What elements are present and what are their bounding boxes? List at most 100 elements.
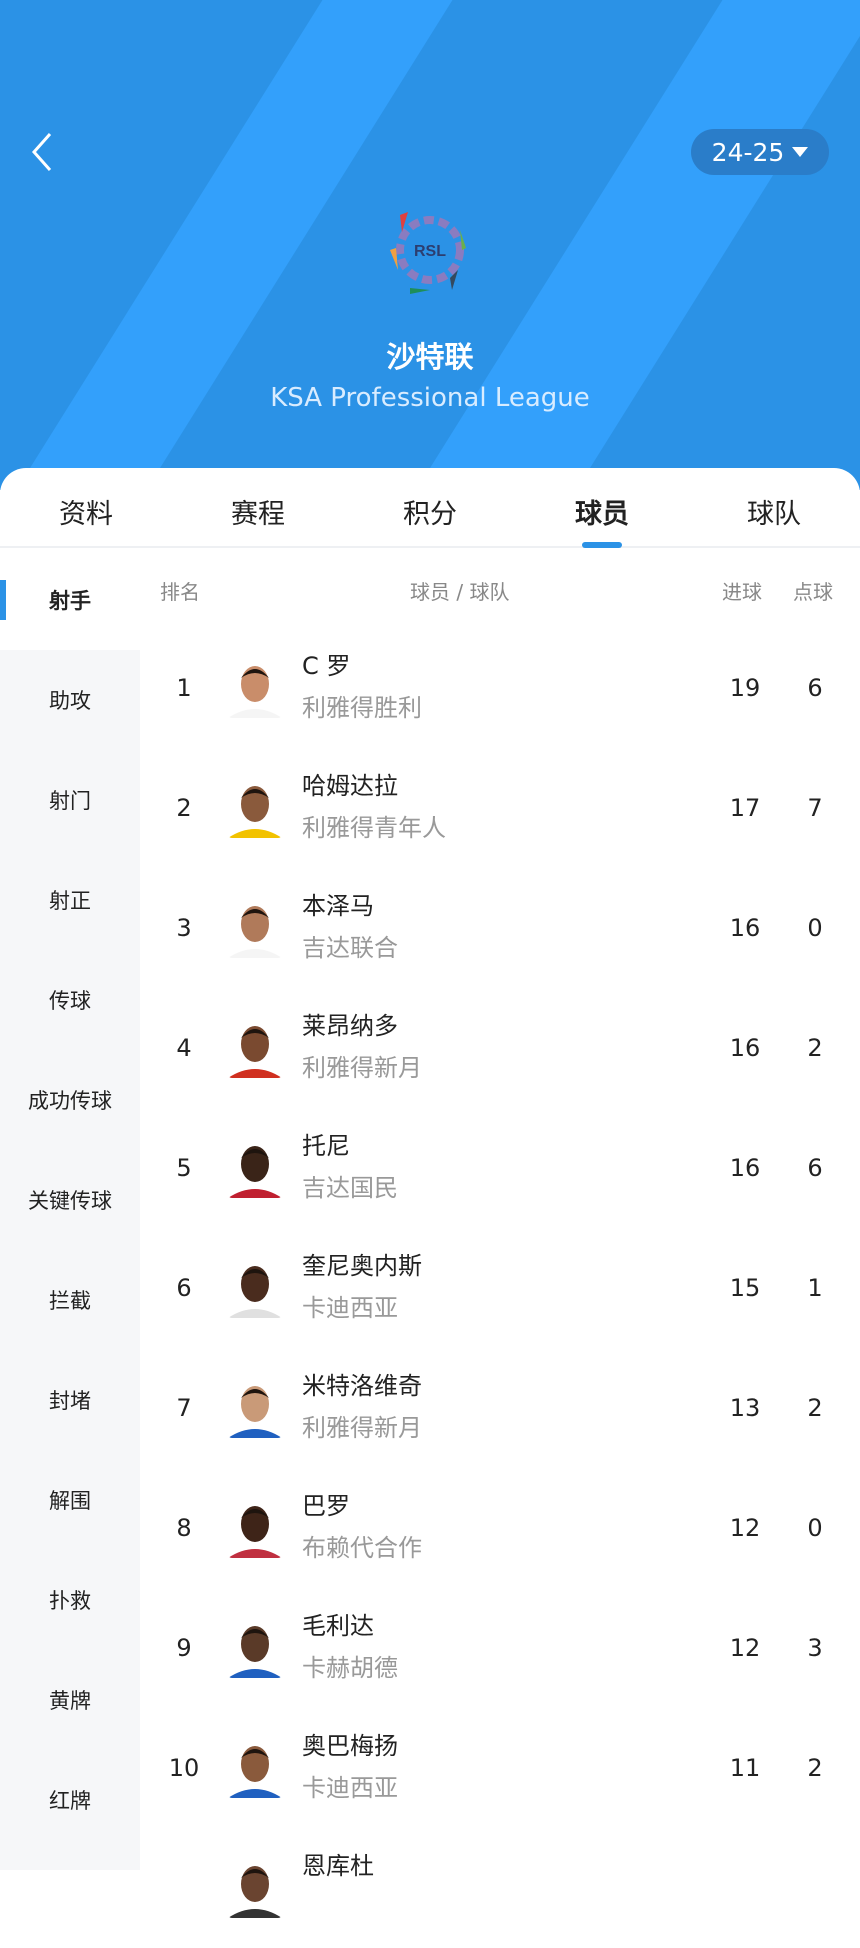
player-name[interactable]: 奥巴梅扬 — [302, 1732, 398, 1760]
table-row[interactable]: 7 米特洛维奇 利雅得新月 13 2 — [140, 1348, 860, 1468]
season-label: 24-25 — [711, 137, 785, 167]
player-avatar — [228, 1856, 282, 1918]
sidebar-item[interactable]: 黄牌 — [49, 1689, 91, 1713]
goals: 16 — [729, 914, 761, 942]
active-tab-indicator — [582, 542, 622, 548]
season-selector[interactable]: 24-25 — [691, 129, 829, 175]
player-avatar — [228, 1016, 282, 1078]
rank: 5 — [176, 1154, 192, 1182]
team-name[interactable]: 布赖代合作 — [302, 1534, 422, 1562]
goals: 16 — [729, 1154, 761, 1182]
penalties: 6 — [807, 674, 823, 702]
player-avatar — [228, 1376, 282, 1438]
league-logo: RSL — [390, 212, 466, 294]
table-row[interactable]: 恩库杜 — [140, 1828, 860, 1948]
tab-bar: 资料 赛程 积分 球员 球队 — [0, 468, 860, 548]
tab-teams[interactable]: 球队 — [688, 468, 860, 546]
tab-label: 积分 — [403, 499, 457, 530]
sidebar-item[interactable]: 拦截 — [49, 1289, 91, 1313]
penalties: 7 — [807, 794, 823, 822]
column-player-team: 球员 / 球队 — [410, 580, 510, 604]
sidebar-item[interactable]: 射手 — [0, 550, 140, 650]
player-name[interactable]: C 罗 — [302, 652, 351, 680]
table-row[interactable]: 1 C 罗 利雅得胜利 19 6 — [140, 628, 860, 748]
rank: 9 — [176, 1634, 192, 1662]
team-name[interactable]: 利雅得新月 — [302, 1414, 422, 1442]
player-avatar — [228, 1496, 282, 1558]
team-name[interactable]: 利雅得胜利 — [302, 694, 422, 722]
sidebar-item[interactable]: 射门 — [49, 789, 91, 813]
goals: 19 — [729, 674, 761, 702]
content-panel: 资料 赛程 积分 球员 球队 射手助攻射门射正传球成功传球关键传球拦截封堵解围扑… — [0, 468, 860, 1918]
rank: 8 — [176, 1514, 192, 1542]
table-row[interactable]: 3 本泽马 吉达联合 16 0 — [140, 868, 860, 988]
team-name[interactable]: 卡迪西亚 — [302, 1294, 398, 1322]
sidebar-item[interactable]: 传球 — [49, 989, 91, 1013]
sidebar-item[interactable]: 解围 — [49, 1489, 91, 1513]
sidebar-item[interactable]: 射正 — [49, 889, 91, 913]
penalties: 2 — [807, 1034, 823, 1062]
league-header: 24-25 RSL 沙特联 KSA Professional League — [0, 0, 860, 490]
player-avatar — [228, 896, 282, 958]
tab-label: 资料 — [59, 499, 113, 530]
rank: 2 — [176, 794, 192, 822]
table-row[interactable]: 5 托尼 吉达国民 16 6 — [140, 1108, 860, 1228]
tab-info[interactable]: 资料 — [0, 468, 172, 546]
rank: 10 — [168, 1754, 200, 1782]
tab-players[interactable]: 球员 — [516, 468, 688, 548]
tab-label: 赛程 — [231, 499, 285, 530]
back-icon[interactable] — [30, 132, 54, 172]
rank: 4 — [176, 1034, 192, 1062]
team-name[interactable]: 利雅得青年人 — [302, 814, 446, 842]
player-name[interactable]: 毛利达 — [302, 1612, 374, 1640]
team-name[interactable]: 吉达联合 — [302, 934, 398, 962]
team-name[interactable]: 卡赫胡德 — [302, 1654, 398, 1682]
sidebar-item[interactable]: 红牌 — [49, 1789, 91, 1813]
tab-standings[interactable]: 积分 — [344, 468, 516, 546]
penalties: 0 — [807, 1514, 823, 1542]
league-english-name: KSA Professional League — [270, 383, 590, 413]
team-name[interactable]: 卡迪西亚 — [302, 1774, 398, 1802]
player-name[interactable]: 本泽马 — [302, 892, 374, 920]
team-name[interactable]: 利雅得新月 — [302, 1054, 422, 1082]
penalties: 2 — [807, 1394, 823, 1422]
column-goals: 进球 — [722, 580, 762, 604]
goals: 16 — [729, 1034, 761, 1062]
sidebar-item[interactable]: 成功传球 — [28, 1089, 112, 1113]
goals: 17 — [729, 794, 761, 822]
sidebar-item[interactable]: 扑救 — [49, 1589, 91, 1613]
rank: 7 — [176, 1394, 192, 1422]
table-row[interactable]: 4 莱昂纳多 利雅得新月 16 2 — [140, 988, 860, 1108]
table-row[interactable]: 9 毛利达 卡赫胡德 12 3 — [140, 1588, 860, 1708]
goals: 11 — [729, 1754, 761, 1782]
rank: 3 — [176, 914, 192, 942]
rank: 6 — [176, 1274, 192, 1302]
sidebar-item[interactable]: 关键传球 — [28, 1189, 112, 1213]
penalties: 1 — [807, 1274, 823, 1302]
table-row[interactable]: 8 巴罗 布赖代合作 12 0 — [140, 1468, 860, 1588]
table-row[interactable]: 2 哈姆达拉 利雅得青年人 17 7 — [140, 748, 860, 868]
penalties: 6 — [807, 1154, 823, 1182]
sidebar-item[interactable]: 助攻 — [49, 689, 91, 713]
player-avatar — [228, 1616, 282, 1678]
tab-schedule[interactable]: 赛程 — [172, 468, 344, 546]
penalties: 0 — [807, 914, 823, 942]
player-name[interactable]: 托尼 — [302, 1132, 350, 1160]
player-name[interactable]: 奎尼奥内斯 — [302, 1252, 422, 1280]
league-name: 沙特联 — [386, 340, 474, 374]
stat-category-sidebar: 射手助攻射门射正传球成功传球关键传球拦截封堵解围扑救黄牌红牌 — [0, 550, 140, 1870]
goals: 12 — [729, 1634, 761, 1662]
player-name[interactable]: 哈姆达拉 — [302, 772, 398, 800]
sidebar-item[interactable]: 封堵 — [49, 1389, 91, 1413]
table-row[interactable]: 10 奥巴梅扬 卡迪西亚 11 2 — [140, 1708, 860, 1828]
player-name[interactable]: 米特洛维奇 — [302, 1372, 422, 1400]
player-avatar — [228, 656, 282, 718]
table-row[interactable]: 6 奎尼奥内斯 卡迪西亚 15 1 — [140, 1228, 860, 1348]
player-name[interactable]: 莱昂纳多 — [302, 1012, 398, 1040]
team-name[interactable]: 吉达国民 — [302, 1174, 398, 1202]
penalties: 3 — [807, 1634, 823, 1662]
player-name[interactable]: 巴罗 — [302, 1492, 350, 1520]
caret-down-icon — [792, 147, 809, 157]
column-rank: 排名 — [160, 580, 200, 604]
tab-label: 球队 — [747, 499, 801, 530]
